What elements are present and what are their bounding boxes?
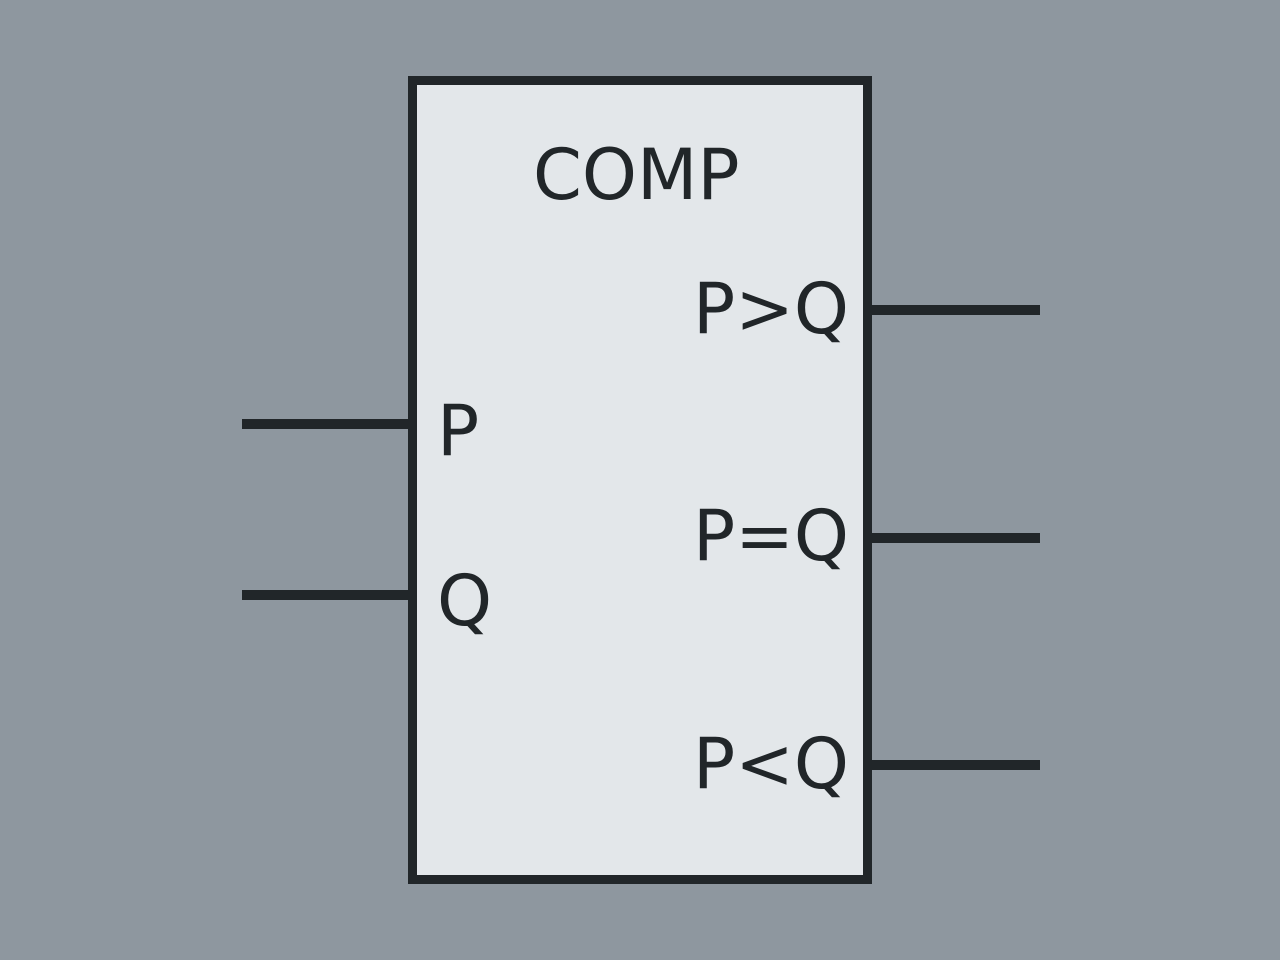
- output-wire-equal: [868, 533, 1040, 543]
- input-wire-p: [242, 419, 412, 429]
- output-label-less: P<Q: [693, 723, 849, 805]
- input-label-p: P: [437, 390, 480, 472]
- input-wire-q: [242, 590, 412, 600]
- comparator-block: [408, 76, 872, 884]
- output-wire-less: [868, 760, 1040, 770]
- input-label-q: Q: [437, 560, 493, 642]
- output-label-equal: P=Q: [693, 495, 849, 577]
- output-wire-greater: [868, 305, 1040, 315]
- component-title: COMP: [533, 134, 740, 216]
- output-label-greater: P>Q: [693, 268, 849, 350]
